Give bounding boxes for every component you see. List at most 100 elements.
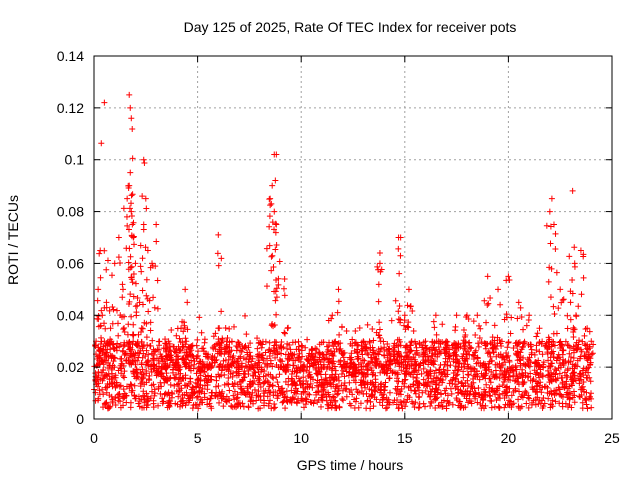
data-point [462, 388, 469, 395]
data-point [125, 266, 132, 273]
data-point [381, 352, 388, 359]
data-point [123, 392, 130, 399]
data-point [307, 399, 314, 406]
data-point [171, 374, 178, 381]
data-point [330, 343, 337, 350]
data-point [550, 221, 557, 228]
data-point [349, 336, 356, 343]
data-point [214, 250, 221, 257]
data-point [148, 382, 155, 389]
data-point [289, 376, 296, 383]
data-point [385, 358, 392, 365]
data-point [177, 347, 184, 354]
data-point [545, 395, 552, 402]
data-point [361, 343, 368, 350]
data-point [440, 366, 447, 373]
data-point [575, 303, 582, 310]
data-point [139, 325, 146, 332]
data-point [520, 340, 527, 347]
data-point [189, 342, 196, 349]
data-point [96, 250, 103, 257]
data-point [104, 257, 111, 264]
data-point [501, 373, 508, 380]
data-point [271, 338, 278, 345]
data-point [352, 398, 359, 405]
data-point [260, 387, 267, 394]
data-point [153, 372, 160, 379]
data-point [247, 352, 254, 359]
data-point [462, 404, 469, 411]
data-point [241, 374, 248, 381]
data-point [284, 325, 291, 332]
data-point [270, 388, 277, 395]
data-point [101, 304, 108, 311]
data-point [578, 384, 585, 391]
data-point [569, 394, 576, 401]
data-point [390, 353, 397, 360]
data-point [374, 263, 381, 270]
data-point [366, 339, 373, 346]
data-point [281, 329, 288, 336]
data-point [395, 316, 402, 323]
data-point [376, 250, 383, 257]
data-point [507, 398, 514, 405]
data-point [484, 350, 491, 357]
data-point [412, 351, 419, 358]
data-point [458, 379, 465, 386]
data-point [270, 345, 277, 352]
data-point [159, 373, 166, 380]
data-point [370, 403, 377, 410]
data-point [578, 376, 585, 383]
data-point [357, 400, 364, 407]
data-point [186, 359, 193, 366]
data-point [336, 358, 343, 365]
data-point [286, 342, 293, 349]
data-point [330, 381, 337, 388]
data-point [525, 362, 532, 369]
data-point [134, 374, 141, 381]
data-point [148, 388, 155, 395]
data-point [272, 347, 279, 354]
data-point [324, 381, 331, 388]
data-points [91, 91, 597, 412]
data-point [498, 367, 505, 374]
data-point [276, 258, 283, 265]
data-point [159, 398, 166, 405]
data-point [98, 307, 105, 314]
data-point [265, 371, 272, 378]
data-point [415, 352, 422, 359]
data-point [224, 380, 231, 387]
data-point [578, 348, 585, 355]
data-point [175, 376, 182, 383]
data-point [112, 374, 119, 381]
data-point [271, 208, 278, 215]
data-point [216, 325, 223, 332]
data-point [102, 325, 109, 332]
data-point [522, 369, 529, 376]
data-point [105, 359, 112, 366]
data-point [372, 362, 379, 369]
x-tick-label: 25 [604, 430, 620, 446]
data-point [412, 388, 419, 395]
data-point [386, 389, 393, 396]
data-point [337, 361, 344, 368]
data-point [449, 401, 456, 408]
data-point [407, 342, 414, 349]
data-point [583, 349, 590, 356]
data-point [395, 308, 402, 315]
data-point [536, 348, 543, 355]
data-point [247, 340, 254, 347]
data-point [157, 390, 164, 397]
data-point [362, 384, 369, 391]
data-point [455, 402, 462, 409]
data-point [361, 370, 368, 377]
data-point [215, 336, 222, 343]
data-point [414, 371, 421, 378]
data-point [244, 351, 251, 358]
data-point [549, 397, 556, 404]
data-point [550, 330, 557, 337]
data-point [129, 191, 136, 198]
data-point [435, 344, 442, 351]
data-point [330, 358, 337, 365]
data-point [120, 372, 127, 379]
